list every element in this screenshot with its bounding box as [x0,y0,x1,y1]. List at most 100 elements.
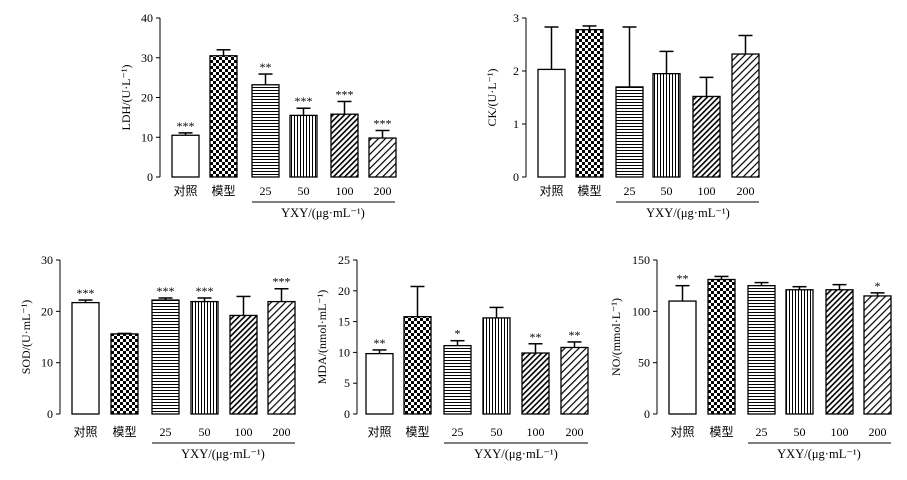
significance-label: ** [569,328,581,342]
y-tick-label: 50 [638,356,650,370]
y-tick-label: 1 [513,117,519,131]
significance-label: *** [336,87,354,101]
group-label: YXY/(μg·mL⁻¹) [181,447,265,461]
bar-5 [330,113,359,178]
y-tick-label: 10 [338,345,350,359]
bar-4 [289,114,318,178]
bar-5 [521,352,550,415]
bar-2 [110,333,139,415]
y-tick-label: 150 [632,253,650,267]
bar-5 [825,289,854,415]
significance-label: * [875,279,881,293]
category-label: 50 [794,425,806,439]
group-label: YXY/(μg·mL⁻¹) [646,206,730,220]
significance-label: ** [530,330,542,344]
bar-3 [443,344,472,415]
bar-4 [785,289,814,415]
bar-4 [190,300,219,415]
category-label: 对照 [367,425,391,439]
bar-1 [171,134,200,178]
category-label: 模型 [709,425,733,439]
category-label: 200 [737,184,755,198]
bar-5 [229,314,258,415]
significance-label: *** [196,284,214,298]
y-tick-label: 0 [644,407,650,421]
category-label: 200 [273,425,291,439]
y-tick-label: 15 [338,315,350,329]
bar-5 [692,95,721,178]
y-tick-label: 10 [141,130,153,144]
y-axis-label: CK/(U·L⁻¹) [485,69,499,127]
bar-6 [863,295,892,415]
significance-label: *** [77,286,95,300]
category-label: 对照 [73,425,97,439]
y-tick-label: 0 [47,407,53,421]
category-label: 50 [199,425,211,439]
y-tick-label: 30 [41,253,53,267]
y-tick-label: 20 [41,304,53,318]
category-label: 100 [235,425,253,439]
bar-1 [537,68,566,178]
category-label: 25 [452,425,464,439]
category-label: 200 [869,425,887,439]
category-label: 200 [566,425,584,439]
group-label: YXY/(μg·mL⁻¹) [281,206,365,220]
y-tick-label: 30 [141,51,153,65]
category-label: 50 [298,184,310,198]
y-tick-label: 0 [344,407,350,421]
chart-panel-3: 0 10 20 30 SOD/(U·mL⁻¹) *** 对照 模型 *** 25 *** 50 100 *… [19,253,296,461]
y-tick-label: 5 [344,376,350,390]
y-axis-label: LDH/(U·L⁻¹) [119,65,133,131]
significance-label: ** [374,336,386,350]
y-tick-label: 2 [513,64,519,78]
bar-6 [368,137,397,178]
category-label: 100 [527,425,545,439]
category-label: 25 [624,184,636,198]
significance-label: *** [177,119,195,133]
bar-2 [575,29,604,178]
y-tick-label: 20 [338,284,350,298]
chart-panel-2: 0 1 2 3 CK/(U·L⁻¹) 对照 模型 25 50 100 200 YXY/(μg·mL⁻¹… [485,11,760,220]
category-label: 25 [756,425,768,439]
y-tick-label: 0 [147,170,153,184]
bar-1 [71,301,100,415]
y-tick-label: 25 [338,253,350,267]
bar-6 [731,53,760,178]
significance-label: ** [260,60,272,74]
significance-label: * [455,327,461,341]
category-label: 200 [374,184,392,198]
category-label: 50 [661,184,673,198]
y-tick-label: 40 [141,11,153,25]
bar-6 [267,300,296,415]
bar-1 [668,300,697,415]
y-tick-label: 3 [513,11,519,25]
category-label: 对照 [670,425,694,439]
category-label: 模型 [211,184,235,198]
category-label: 模型 [577,184,601,198]
bar-4 [482,317,511,415]
y-tick-label: 20 [141,91,153,105]
significance-label: ** [677,272,689,286]
bar-2 [403,316,432,415]
bar-3 [151,299,180,415]
bar-6 [560,346,589,415]
significance-label: *** [273,275,291,289]
category-label: 对照 [173,184,197,198]
y-tick-label: 10 [41,356,53,370]
group-label: YXY/(μg·mL⁻¹) [777,447,861,461]
bar-3 [615,86,644,178]
significance-label: *** [374,116,392,130]
bar-3 [747,285,776,415]
category-label: 模型 [112,425,136,439]
category-label: 25 [160,425,172,439]
y-axis-label: NO/(mmol·L⁻¹) [609,298,623,376]
category-label: 100 [336,184,354,198]
group-label: YXY/(μg·mL⁻¹) [474,447,558,461]
category-label: 100 [698,184,716,198]
chart-panel-4: 0 5 10 15 20 25 MDA/(nmol·mL⁻¹) ** 对照 模型 * 25 50 ** 10… [315,253,589,461]
y-tick-label: 0 [513,170,519,184]
significance-label: *** [295,94,313,108]
significance-label: *** [157,284,175,298]
category-label: 模型 [405,425,429,439]
